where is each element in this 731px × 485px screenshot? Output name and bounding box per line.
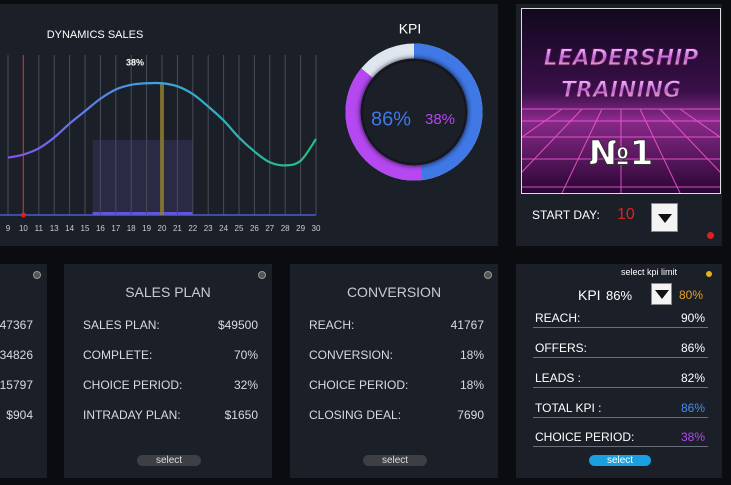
- row-label: SALES PLAN:: [83, 318, 160, 332]
- x-tick-label: 18: [127, 224, 136, 233]
- row-label: CONVERSION:: [309, 348, 394, 362]
- row-rule: [533, 387, 708, 388]
- banner-image: LEADERSHIP TRAINING №1: [521, 8, 721, 194]
- banner-line: LEADERSHIP: [544, 46, 699, 71]
- x-tick-label: 10: [19, 224, 28, 233]
- x-tick-label: 29: [296, 224, 305, 233]
- row-label: OFFERS:: [535, 341, 588, 355]
- row-label: CHOICE PERIOD:: [309, 378, 409, 392]
- panel-title: SALES PLAN: [125, 284, 211, 300]
- x-tick-label: 19: [142, 224, 151, 233]
- kpi-value: 86%: [606, 288, 633, 303]
- status-dot: [484, 271, 492, 279]
- panel-conversion: [290, 264, 498, 478]
- x-tick-label: 28: [281, 224, 290, 233]
- select-button[interactable]: select: [363, 455, 427, 466]
- row-label: CHOICE PERIOD:: [83, 378, 183, 392]
- x-tick-label: 30: [312, 224, 321, 233]
- start-day-label: START DAY:: [532, 208, 600, 222]
- row-value: $1650: [224, 408, 258, 422]
- select-button[interactable]: select: [137, 455, 201, 466]
- period-base: [92, 212, 193, 215]
- donut-hole: [363, 61, 465, 163]
- donut-value: 38%: [425, 111, 455, 128]
- banner-art: LEADERSHIP TRAINING №1: [522, 9, 720, 193]
- x-tick-label: 24: [219, 224, 228, 233]
- start-dot: [20, 212, 26, 218]
- select-button[interactable]: select: [589, 455, 651, 466]
- row-value: 41767: [450, 318, 484, 332]
- donut-segment: [345, 68, 423, 181]
- row-label: CLOSING DEAL:: [309, 408, 402, 422]
- x-tick-label: 15: [81, 224, 90, 233]
- day-dropdown[interactable]: [651, 203, 678, 232]
- focus-band: [160, 83, 164, 215]
- row-label: LEADS :: [535, 371, 582, 385]
- row-value: 47367: [0, 318, 33, 332]
- kpi-limit: 80%: [679, 288, 704, 302]
- x-tick-label: 17: [111, 224, 120, 233]
- status-dot: [33, 271, 41, 279]
- row-value: 32%: [233, 378, 258, 392]
- x-tick-label: 25: [235, 224, 244, 233]
- row-value: 86%: [680, 401, 705, 415]
- x-tick-label: 11: [35, 224, 44, 233]
- row-value: 70%: [233, 348, 258, 362]
- row-rule: [533, 446, 708, 447]
- annotation: 38%: [126, 57, 144, 67]
- row-value: $49500: [217, 318, 258, 332]
- start-day-value: 10: [617, 206, 635, 223]
- banner-number: №1: [589, 134, 654, 174]
- row-rule: [533, 417, 708, 418]
- x-tick-label: 16: [96, 224, 105, 233]
- row-label: INTRADAY PLAN:: [83, 408, 181, 422]
- row-label: REACH:: [535, 311, 581, 325]
- panel-title: CONVERSION: [346, 284, 442, 300]
- period-shade: [92, 140, 193, 215]
- row-label: TOTAL KPI :: [535, 401, 602, 415]
- x-tick-label: 20: [158, 224, 167, 233]
- row-value: 34826: [0, 348, 33, 362]
- row-value: 86%: [680, 341, 705, 355]
- row-value: 82%: [680, 371, 705, 385]
- row-rule: [533, 357, 708, 358]
- chart-title: DYNAMICS SALES: [47, 29, 144, 41]
- row-value: 15797: [0, 378, 33, 392]
- x-tick-label: 22: [188, 224, 197, 233]
- banner-grid: [522, 108, 720, 193]
- status-dot: [706, 271, 712, 277]
- x-tick-label: 9: [6, 224, 11, 233]
- panel-partial: [0, 264, 47, 478]
- row-value: 18%: [459, 378, 484, 392]
- x-tick-label: 21: [173, 224, 182, 233]
- kpi-dropdown[interactable]: [651, 283, 672, 305]
- x-tick-label: 23: [204, 224, 213, 233]
- panel-kpi: [516, 264, 722, 478]
- row-label: REACH:: [309, 318, 355, 332]
- kpi-label: KPI: [578, 287, 601, 303]
- series-line: [7, 81, 317, 167]
- chart: DYNAMICS SALES 9 10 11 13 14 15 16 17 18 19 20 21 22 2…: [0, 21, 483, 233]
- panel-sales: [64, 264, 272, 478]
- row-value: 90%: [680, 311, 705, 325]
- x-tick-label: 27: [265, 224, 274, 233]
- x-tick-label: 13: [50, 224, 59, 233]
- row-value: 7690: [457, 408, 484, 422]
- status-dot: [258, 271, 266, 279]
- row-value: 38%: [680, 430, 705, 444]
- row-rule: [533, 327, 708, 328]
- status-dot: [707, 232, 714, 239]
- row-value: $904: [6, 408, 33, 422]
- row-value: 18%: [459, 348, 484, 362]
- row-label: CHOICE PERIOD:: [535, 430, 635, 444]
- x-tick-label: 26: [250, 224, 259, 233]
- donut-value: 86%: [371, 108, 411, 130]
- kpi-hint: select kpi limit: [621, 267, 678, 277]
- x-tick-label: 14: [65, 224, 74, 233]
- banner-line: TRAINING: [561, 78, 681, 103]
- donut-title: KPI: [399, 21, 422, 37]
- row-label: COMPLETE:: [83, 348, 153, 362]
